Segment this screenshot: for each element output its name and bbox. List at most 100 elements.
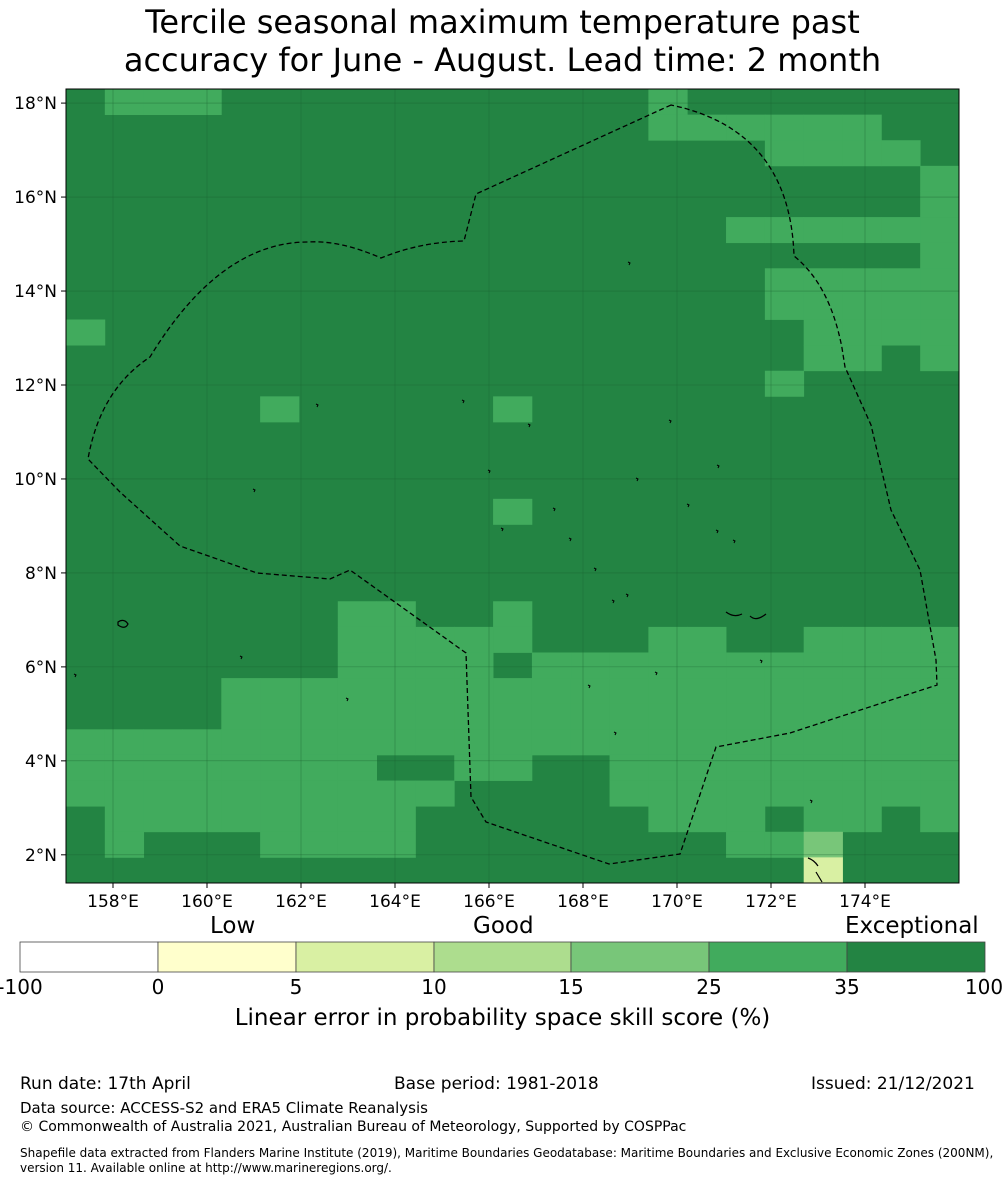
skill-cell [337,601,378,628]
skill-cell [376,678,416,705]
island-outline [252,488,256,493]
skill-cell [920,293,960,320]
skill-cell [143,780,183,807]
skill-cell [726,678,766,705]
copyright: © Commonwealth of Australia 2021, Austra… [20,1119,687,1135]
skill-cell [803,729,843,756]
island-outline [345,697,349,702]
skill-cell [803,268,843,295]
skill-cell [687,114,727,141]
skill-cell [143,806,183,833]
skill-cell [764,652,805,679]
skill-cell [726,780,766,807]
skill-cell [298,678,339,705]
skill-cell [415,652,455,679]
skill-cell [337,678,378,705]
skill-cell [764,293,805,320]
skill-cell [609,652,649,679]
colorbar-tick: 15 [558,975,584,999]
skill-cell [648,754,688,781]
map-frame [65,88,960,884]
island-outline [732,539,736,544]
island-outline [613,731,617,736]
skill-cell [531,678,572,705]
skill-cell [376,806,416,833]
skill-cell [842,729,882,756]
skill-cell [298,806,339,833]
skill-cell [726,217,766,244]
longitude-tick-label: 160°E [181,892,233,912]
skill-cell [182,754,222,781]
skill-cell [493,626,533,653]
skill-cell [143,754,183,781]
skill-cell [764,831,805,858]
skill-cell [337,754,378,781]
skill-cell [337,729,378,756]
skill-cell [842,678,882,705]
skill-cell [648,678,688,705]
colorbar-label-exceptional: Exceptional [845,913,979,939]
skill-cell [143,89,183,116]
skill-cell [842,293,882,320]
colorbar-tick: 0 [151,975,165,999]
skill-cell [260,396,300,423]
skill-cell [687,652,727,679]
skill-cell [881,626,921,653]
skill-cell [687,678,727,705]
skill-cell [66,729,106,756]
skill-cell [881,268,921,295]
run-date: Run date: 17th April [20,1074,191,1094]
colorbar-tick: 25 [696,975,722,999]
skill-cell [648,626,688,653]
skill-cell [842,626,882,653]
skill-cell [221,780,261,807]
chart-title-line-1: Tercile seasonal maximum temperature pas… [145,3,860,41]
skill-cell [493,601,533,628]
longitude-tick-label: 174°E [839,892,891,912]
colorbar-caption: Linear error in probability space skill … [234,1005,771,1031]
skill-cell [726,729,766,756]
longitude-tick-label: 162°E [275,892,327,912]
skill-cell [803,626,843,653]
island-outline [715,529,719,534]
longitude-tick-label: 170°E [651,892,703,912]
skill-cell [376,729,416,756]
skill-cell [764,140,805,167]
island-outline [611,599,615,604]
skill-cell [415,729,455,756]
skill-cell [842,140,882,167]
latitude-tick-label: 4°N [25,752,57,772]
skill-cell [337,806,378,833]
skill-cell [803,678,843,705]
skill-cell [881,780,921,807]
island-outline [635,477,639,482]
skill-cell [415,703,455,730]
skill-cell [454,729,494,756]
skill-cell [920,729,960,756]
skill-cell [104,754,145,781]
skill-cell [182,729,222,756]
skill-cell [881,754,921,781]
skill-cell [803,703,843,730]
island-outline [527,423,531,428]
skill-cell [104,89,145,116]
shapefile-credit: Shapefile data extracted from Flanders M… [20,1146,994,1175]
skill-cell [842,806,882,833]
skill-cell [221,678,261,705]
skill-cell [648,806,688,833]
skill-cell [570,703,610,730]
skill-cell [454,652,494,679]
colorbar-tick: 100 [964,975,1004,999]
island-outline [239,655,243,660]
skill-cell [609,754,649,781]
skill-cell [570,678,610,705]
skill-cell [842,319,882,346]
skill-cell [376,703,416,730]
island-outline [668,419,672,424]
skill-cell [298,703,339,730]
skill-cell [260,678,300,705]
skill-cell [881,217,921,244]
skill-cell [298,754,339,781]
colorbar-segment [157,941,297,973]
skill-cell [648,652,688,679]
